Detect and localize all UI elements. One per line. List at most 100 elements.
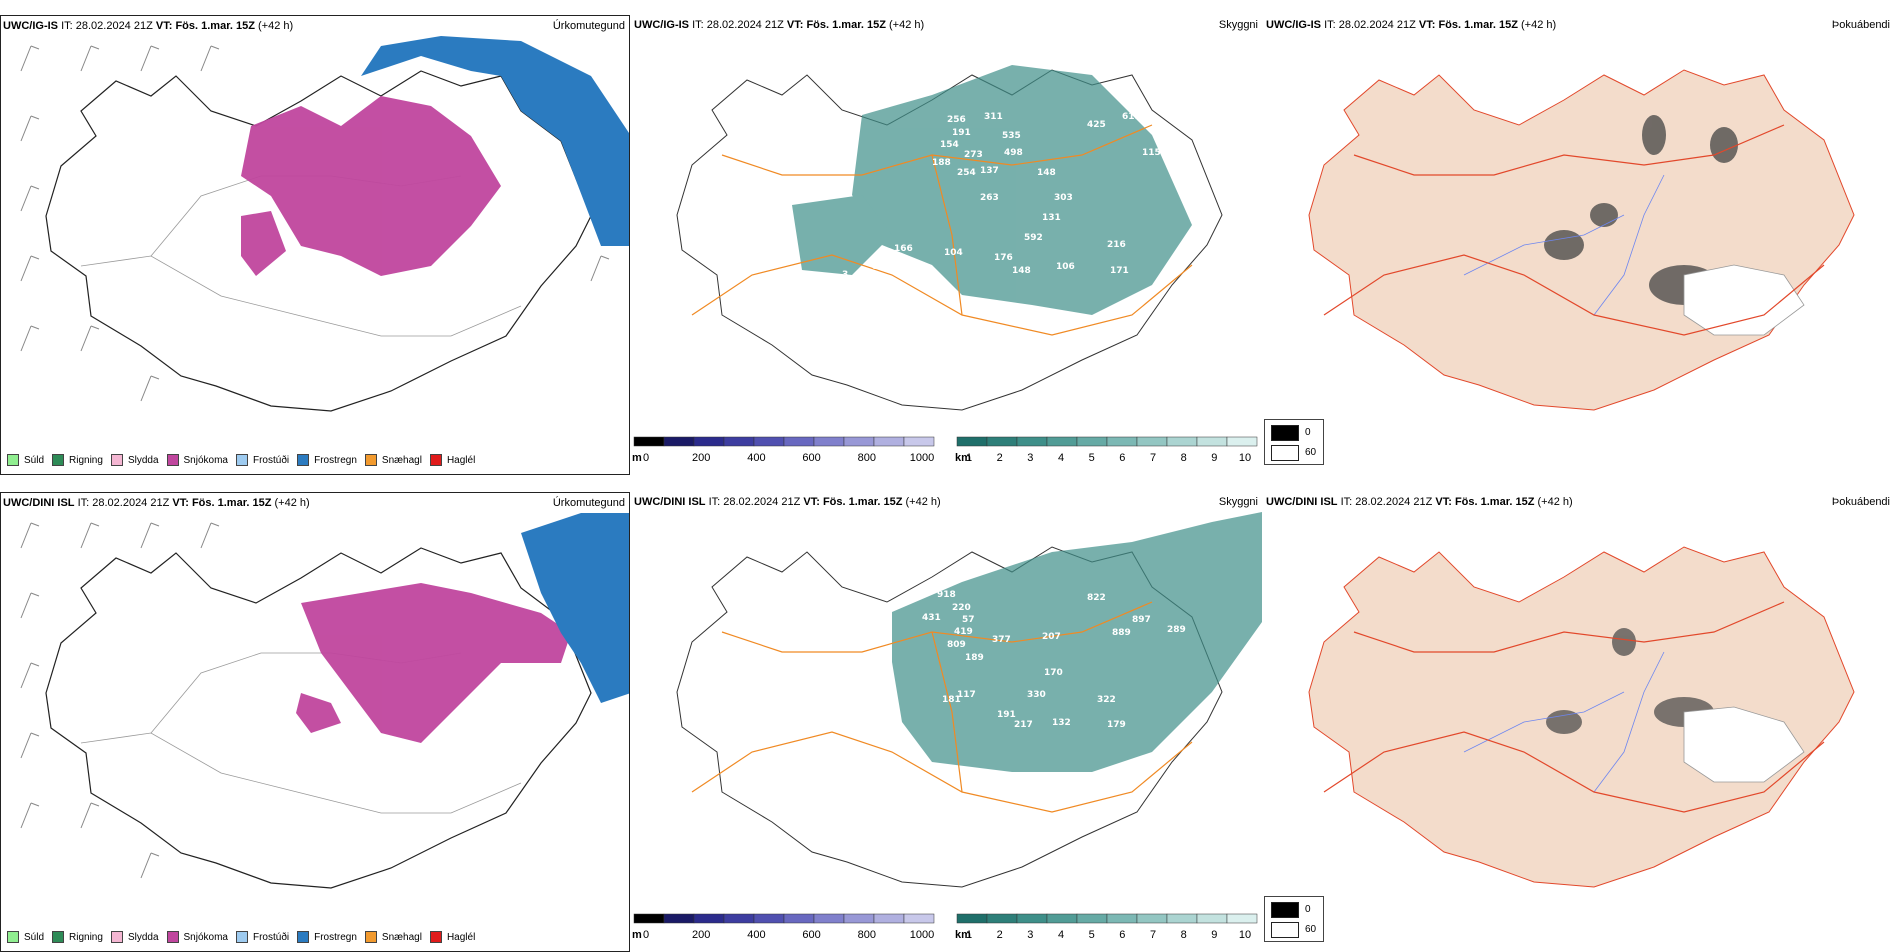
colorbar-segment [903,913,935,924]
legend-swatch [52,454,65,466]
svg-text:207: 207 [1042,632,1061,642]
colorbar-tick-label: 2 [997,452,1003,464]
legend-swatch [235,931,248,943]
colorbar-tick-label: 1000 [910,929,934,941]
colorbar-segment [1226,436,1258,447]
svg-text:889: 889 [1112,628,1131,638]
colorbar-segment [1046,436,1078,447]
frozen-rain-areas [521,513,629,703]
panel-header: UWC/IG-IS IT: 28.02.2024 21Z VT: Fös. 1.… [634,19,925,31]
colorbar-segment [1166,913,1198,924]
svg-text:897: 897 [1132,615,1151,625]
panel-header: UWC/DINI ISL IT: 28.02.2024 21Z VT: Fös.… [3,497,310,509]
colorbar-segment [986,436,1018,447]
svg-text:57: 57 [962,615,975,625]
legend-swatch [1271,425,1299,441]
colorbar-segment [873,913,905,924]
colorbar-tick-label: 7 [1150,929,1156,941]
colorbar-tick-label: 10 [1239,929,1251,941]
colorbar-segment [663,436,695,447]
colorbar-unit: km [955,452,971,464]
colorbar-segment [783,436,815,447]
svg-text:498: 498 [1004,148,1023,158]
fog-panel-row1: UWC/IG-IS IT: 28.02.2024 21Z VT: Fös. 1.… [1264,15,1894,475]
colorbar-segment [1076,913,1108,924]
iceland-land [1308,546,1855,888]
precip-legend: Súld Rigning Slydda Snjókoma Frostúði Fr… [7,931,475,943]
svg-text:188: 188 [932,158,951,168]
colorbar-segment [1016,436,1048,447]
legend-item: Rigning [52,931,103,943]
svg-text:115: 115 [1142,148,1161,158]
iceland-map: 918 220 431 57 419 809 377 207 822 897 8… [676,512,1262,888]
svg-text:131: 131 [1042,213,1061,223]
colorbar-segment [1136,913,1168,924]
svg-text:809: 809 [947,640,966,650]
roads [691,124,1193,336]
legend-item: Snjókoma [166,931,228,943]
colorbar-segment [1016,913,1048,924]
panel-header: UWC/IG-IS IT: 28.02.2024 21Z VT: Fös. 1.… [3,20,294,32]
colorbar-tick-label: 0 [643,452,649,464]
colorbar-tick-label: 9 [1211,452,1217,464]
svg-text:273: 273 [964,150,983,160]
svg-text:179: 179 [1107,720,1126,730]
colorbar-segment [783,913,815,924]
svg-text:256: 256 [947,115,966,125]
colorbar-segment [663,913,695,924]
cloud-panel-row2: UWC/DINI ISL IT: 28.02.2024 21Z VT: Fös.… [632,492,1262,952]
legend-item: Frostregn [297,454,357,466]
svg-text:619: 619 [1122,112,1141,122]
legend-item: Snæhagl [364,454,422,466]
legend-item: Snjókoma [166,454,228,466]
colorbar-tick-label: 9 [1211,929,1217,941]
legend-swatch [7,454,19,466]
legend-item: Haglél [429,931,475,943]
colorbar-tick-label: 800 [858,452,876,464]
colorbar-tick-label: 4 [1058,452,1064,464]
fog-panel-row2: UWC/DINI ISL IT: 28.02.2024 21Z VT: Fös.… [1264,492,1894,952]
colorbar-segment [1226,913,1258,924]
colorbar-segment [633,436,665,447]
legend-item: Haglél [429,454,475,466]
iceland-map [20,36,629,412]
svg-text:191: 191 [997,710,1016,720]
colorbar-unit: m [632,452,642,464]
fog-legend: 0 60 [1264,896,1324,942]
colorbar-tick-label: 10 [1239,452,1251,464]
colorbar-tick-label: 1 [966,929,972,941]
colorbar-tick-label: 8 [1181,452,1187,464]
panel-header: UWC/DINI ISL IT: 28.02.2024 21Z VT: Fös.… [1266,496,1573,508]
iceland-map [20,513,629,889]
colorbar-tick-label: 1 [966,452,972,464]
colorbar-unit: m [632,929,642,941]
frozen-rain-areas [361,36,629,246]
colorbar-tick-label: 200 [692,929,710,941]
svg-text:132: 132 [1052,718,1071,728]
colorbar-segment [843,913,875,924]
svg-text:425: 425 [1087,120,1106,130]
svg-text:329: 329 [1167,163,1186,173]
colorbar-tick-label: 0 [643,929,649,941]
colorbar-segment [813,913,845,924]
cloud-base-labels: 918 220 431 57 419 809 377 207 822 897 8… [922,590,1186,730]
colorbar-segment [1106,436,1138,447]
legend-swatch [1271,902,1299,918]
iceland-map: 256 191 311 535 498 154 273 188 254 137 … [676,65,1223,411]
colorbar-tick-label: 8 [1181,929,1187,941]
colorbar-tick-label: 1000 [910,452,934,464]
cloud-fields [892,512,1262,772]
precip-type-panel-row2: UWC/DINI ISL IT: 28.02.2024 21Z VT: Fös.… [0,492,630,952]
svg-text:170: 170 [1044,668,1063,678]
legend-swatch [429,931,442,943]
iceland-map [1308,69,1855,411]
rivers [1463,174,1665,316]
colorbar-tick-label: 5 [1089,929,1095,941]
glacier [1683,264,1805,336]
colorbar-segment [723,913,755,924]
snow-areas [296,583,571,743]
svg-text:191: 191 [952,128,971,138]
precip-type-panel-row1: UWC/IG-IS IT: 28.02.2024 21Z VT: Fös. 1.… [0,15,630,475]
svg-text:822: 822 [1087,593,1106,603]
colorbar-segment [1166,436,1198,447]
